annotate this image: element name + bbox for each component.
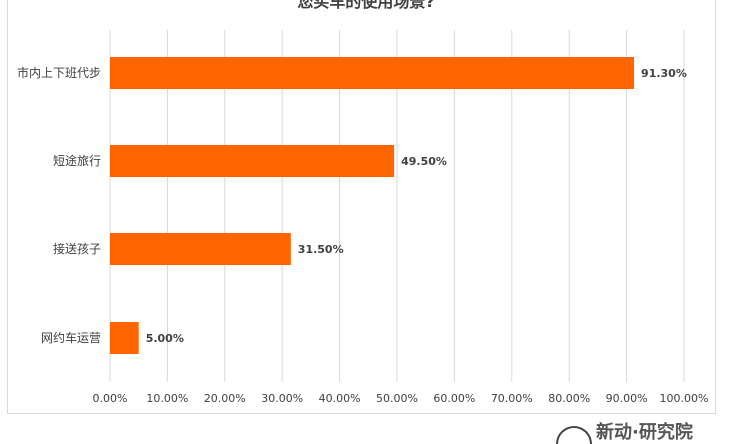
data-label: 5.00% <box>146 332 184 345</box>
x-tick-label: 60.00% <box>433 392 475 405</box>
bar <box>110 57 635 89</box>
logo-text: 新动·研究院 <box>596 422 693 443</box>
data-label: 91.30% <box>641 67 687 80</box>
x-tick-label: 50.00% <box>376 392 418 405</box>
x-tick-label: 100.00% <box>660 392 709 405</box>
category-label: 市内上下班代步 <box>17 65 101 80</box>
x-tick-label: 30.00% <box>261 392 303 405</box>
x-tick-label: 80.00% <box>548 392 590 405</box>
x-tick-label: 90.00% <box>606 392 648 405</box>
bar <box>110 233 291 265</box>
category-label: 接送孩子 <box>53 241 101 256</box>
data-label: 49.50% <box>401 155 447 168</box>
x-tick-label: 40.00% <box>319 392 361 405</box>
brand-logo: 新动·研究院 <box>556 420 732 444</box>
chart-title: 您买车的使用场景? <box>297 0 435 11</box>
labels: 0.00% 10.00% 20.00% 30.00% 40.00% 50.00% 60.00… <box>17 65 708 405</box>
data-label: 31.50% <box>298 243 344 256</box>
x-tick-label: 0.00% <box>93 392 128 405</box>
category-label: 短途旅行 <box>53 153 101 168</box>
bars <box>110 57 635 354</box>
bar <box>110 145 395 177</box>
bar <box>110 322 139 354</box>
x-tick-label: 10.00% <box>146 392 188 405</box>
category-label: 网约车运营 <box>41 330 101 345</box>
x-tick-label: 70.00% <box>491 392 533 405</box>
car-logo-icon <box>556 426 592 444</box>
x-tick-label: 20.00% <box>204 392 246 405</box>
